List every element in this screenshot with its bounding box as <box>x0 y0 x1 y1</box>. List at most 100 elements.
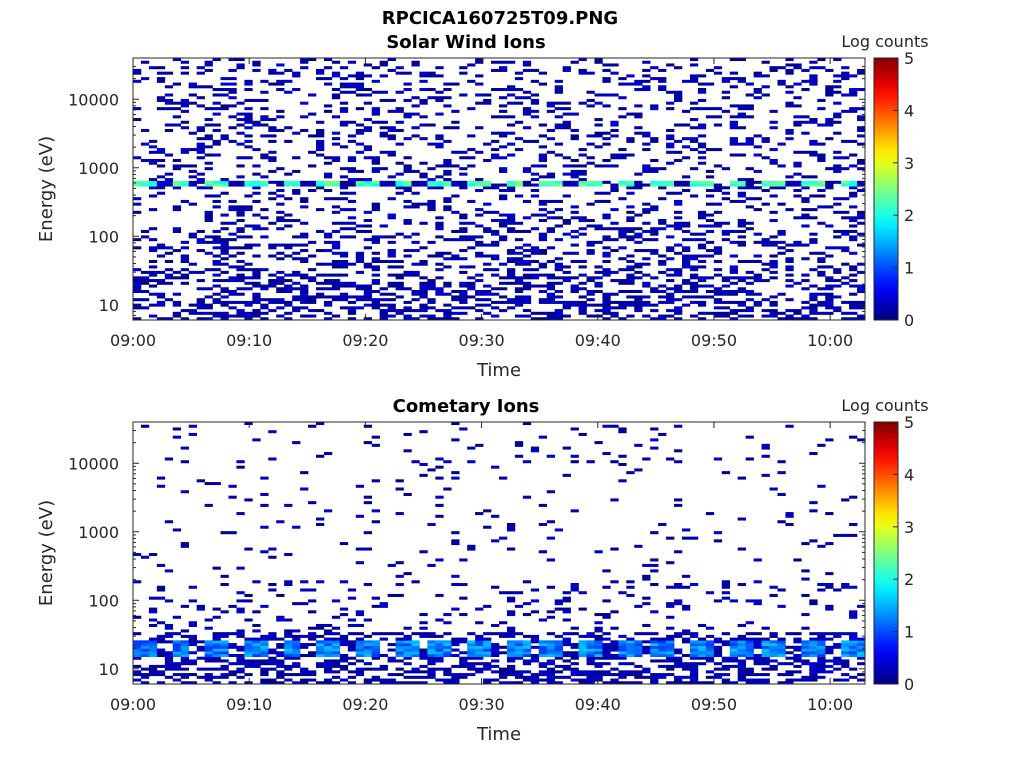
heatmap-cell <box>713 653 723 658</box>
heatmap-cell <box>689 265 699 269</box>
heatmap-cell <box>308 276 317 280</box>
heatmap-cell <box>849 90 858 94</box>
heatmap-cell <box>705 115 715 119</box>
heatmap-cell <box>284 643 293 647</box>
heatmap-cell <box>292 643 301 647</box>
heatmap-cell <box>793 123 802 127</box>
heatmap-cell <box>148 158 158 163</box>
heatmap-cell <box>371 645 380 649</box>
heatmap-cell <box>244 112 253 116</box>
heatmap-cell <box>363 681 372 684</box>
heatmap-cell <box>777 79 786 83</box>
heatmap-cell <box>554 101 563 105</box>
heatmap-cell <box>331 205 341 209</box>
heatmap-cell <box>841 585 850 589</box>
heatmap-cell <box>626 229 635 233</box>
heatmap-cell <box>769 667 778 671</box>
heatmap-cell <box>148 161 158 165</box>
heatmap-cell <box>323 681 333 684</box>
heatmap-cell <box>331 273 341 277</box>
heatmap-cell <box>674 460 683 464</box>
heatmap-cell <box>737 126 746 130</box>
heatmap-cell <box>148 607 158 611</box>
heatmap-cell <box>841 583 850 587</box>
heatmap-cell <box>682 667 691 671</box>
heatmap-cell <box>419 626 428 630</box>
heatmap-cell <box>705 194 715 198</box>
heatmap-cell <box>419 613 428 617</box>
heatmap-cell <box>188 232 197 236</box>
heatmap-cell <box>793 309 802 313</box>
heatmap-cell <box>180 681 189 684</box>
heatmap-cell <box>499 104 508 108</box>
heatmap-cell <box>562 265 571 269</box>
heatmap-cell <box>443 88 452 92</box>
heatmap-cell <box>443 613 452 617</box>
colorbar-tick-label: 1 <box>904 623 914 642</box>
heatmap-cell <box>300 128 309 132</box>
heatmap-cell <box>411 104 420 108</box>
heatmap-cell <box>634 240 643 244</box>
heatmap-cell <box>674 287 683 291</box>
heatmap-cell <box>339 295 349 299</box>
heatmap-cell <box>618 180 627 184</box>
heatmap-cell <box>546 183 555 187</box>
heatmap-cell <box>682 653 691 658</box>
heatmap-cell <box>491 465 500 469</box>
heatmap-cell <box>451 643 460 647</box>
heatmap-cell <box>292 270 301 274</box>
heatmap-cell <box>276 109 285 113</box>
heatmap-cell <box>634 295 643 299</box>
heatmap-cell <box>435 514 444 518</box>
heatmap-cell <box>761 93 770 97</box>
heatmap-cell <box>180 634 189 638</box>
heatmap-cell <box>180 259 189 263</box>
heatmap-cell <box>682 145 691 149</box>
heatmap-cell <box>188 634 197 638</box>
heatmap-cell <box>475 251 484 255</box>
heatmap-cell <box>538 71 548 75</box>
heatmap-cell <box>769 653 778 658</box>
heatmap-cell <box>682 175 691 179</box>
heatmap-cell <box>785 279 794 283</box>
heatmap-cell <box>729 126 738 130</box>
heatmap-cell <box>602 158 611 163</box>
heatmap-cell <box>236 656 245 660</box>
heatmap-cell <box>156 621 166 625</box>
heatmap-cell <box>753 186 762 190</box>
heatmap-cell <box>395 673 404 677</box>
heatmap-cell <box>777 142 786 146</box>
heatmap-cell <box>514 298 524 302</box>
heatmap-cell <box>339 85 349 89</box>
heatmap-cell <box>713 531 723 535</box>
heatmap-cell <box>443 281 452 285</box>
heatmap-cell <box>379 134 388 138</box>
heatmap-cell <box>594 191 603 195</box>
heatmap-cell <box>578 607 587 611</box>
heatmap-cell <box>371 678 380 682</box>
heatmap-cell <box>156 66 166 70</box>
heatmap-cell <box>379 150 388 154</box>
heatmap-cell <box>443 104 452 108</box>
heatmap-cell <box>745 107 754 111</box>
heatmap-cell <box>403 82 412 86</box>
heatmap-cell <box>753 599 762 603</box>
heatmap-cell <box>514 183 524 187</box>
heatmap-cell <box>292 664 301 668</box>
heatmap-cell <box>705 681 715 684</box>
heatmap-cell <box>244 134 253 138</box>
heatmap-cell <box>729 142 738 146</box>
heatmap-cell <box>355 670 365 674</box>
heatmap-cell <box>618 229 627 233</box>
heatmap-cell <box>228 681 237 684</box>
heatmap-cell <box>857 604 865 608</box>
heatmap-cell <box>506 596 516 600</box>
heatmap-cell <box>220 137 229 141</box>
heatmap-cell <box>586 678 595 682</box>
heatmap-cell <box>642 183 651 187</box>
heatmap-cell <box>499 88 508 92</box>
heatmap-cell <box>403 235 412 239</box>
heatmap-cell <box>769 664 778 668</box>
heatmap-cell <box>475 58 484 62</box>
heatmap-cell <box>642 632 651 636</box>
